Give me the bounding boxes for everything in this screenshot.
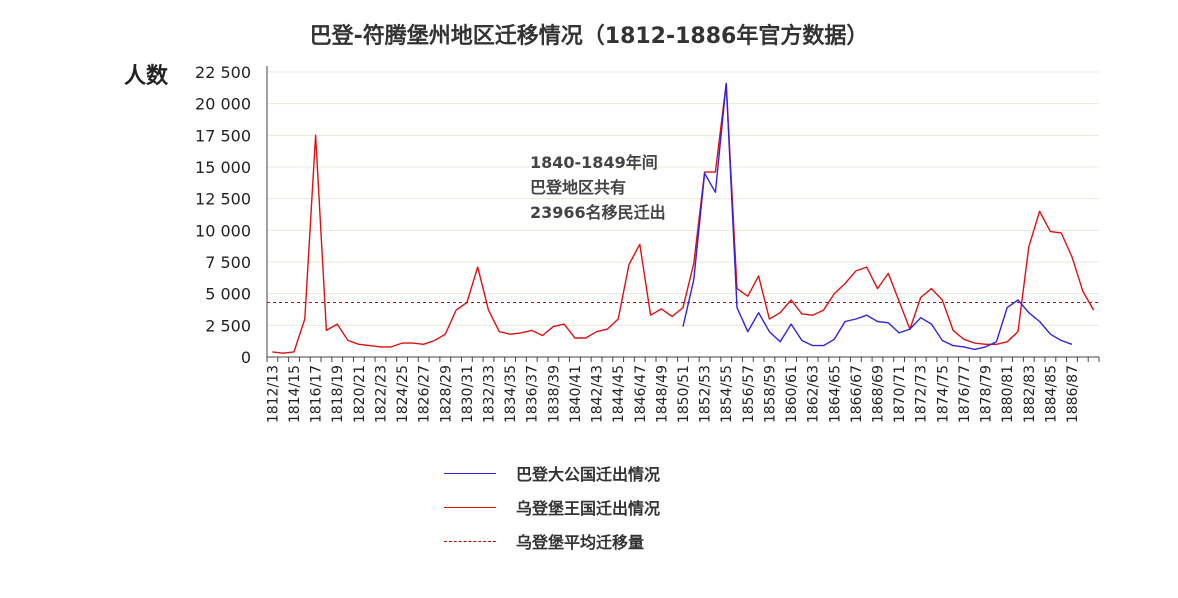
legend-item-baden: 巴登大公国迁出情况	[444, 456, 660, 490]
x-tick-label: 1828/29	[438, 365, 454, 423]
x-tick-label: 1860/61	[784, 365, 800, 423]
annotation-line-2: 巴登地区共有	[530, 178, 627, 197]
y-tick-label: 22 500	[195, 63, 251, 82]
x-tick-label: 1824/25	[395, 365, 411, 423]
annotation-line-3: 23966名移民迁出	[530, 203, 666, 222]
x-tick-label: 1880/81	[1000, 365, 1016, 423]
y-tick-label: 12 500	[195, 190, 251, 209]
x-tick-label: 1884/85	[1043, 365, 1059, 423]
x-tick-label: 1834/35	[503, 365, 519, 423]
x-tick-label: 1822/23	[373, 365, 389, 423]
legend-swatch-average	[444, 540, 496, 542]
annotation: 1840-1849年间 巴登地区共有 23966名移民迁出	[530, 150, 666, 225]
x-tick-label: 1814/15	[287, 365, 303, 423]
y-tick-label: 20 000	[195, 95, 251, 114]
x-tick-label: 1858/59	[762, 365, 778, 423]
x-tick-label: 1848/49	[654, 365, 670, 423]
legend-item-average: 乌登堡平均迁移量	[444, 524, 660, 558]
chart-title: 巴登-符腾堡州地区迁移情况（1812-1886年官方数据）	[309, 24, 869, 49]
y-tick-label: 7 500	[205, 253, 251, 272]
x-tick-label: 1830/31	[460, 365, 476, 423]
x-tick-label: 1874/75	[935, 365, 951, 423]
x-tick-label: 1870/71	[892, 365, 908, 423]
x-tick-label: 1812/13	[265, 365, 281, 423]
legend-swatch-baden	[444, 472, 496, 474]
x-tick-label: 1882/83	[1022, 365, 1038, 423]
x-tick-label: 1862/63	[806, 365, 822, 423]
y-axis-label: 人数	[124, 64, 169, 89]
y-tick-label: 2 500	[205, 316, 251, 335]
y-tick-label: 17 500	[195, 126, 251, 145]
y-tick-label: 0	[241, 348, 251, 367]
x-tick-label: 1872/73	[914, 365, 930, 423]
x-tick-label: 1866/67	[849, 365, 865, 423]
x-tick-label: 1886/87	[1065, 365, 1081, 423]
x-tick-label: 1836/37	[525, 365, 541, 423]
x-tick-label: 1826/27	[417, 365, 433, 423]
y-tick-label: 5 000	[205, 285, 251, 304]
x-tick-label: 1846/47	[633, 365, 649, 423]
x-tick-label: 1820/21	[352, 365, 368, 423]
series-line-1	[272, 82, 1095, 354]
y-tick-label: 15 000	[195, 158, 251, 177]
x-tick-label: 1818/19	[330, 365, 346, 423]
x-tick-label: 1864/65	[827, 365, 843, 423]
legend-swatch-wurttemberg	[444, 506, 496, 508]
legend: 巴登大公国迁出情况 乌登堡王国迁出情况 乌登堡平均迁移量	[444, 456, 660, 558]
x-tick-label: 1840/41	[568, 365, 584, 423]
x-tick-label: 1878/79	[979, 365, 995, 423]
series-line-0	[682, 82, 1073, 351]
legend-label-baden: 巴登大公国迁出情况	[516, 465, 661, 484]
x-tick-label: 1838/39	[546, 365, 562, 423]
x-tick-label: 1854/55	[719, 365, 735, 423]
x-tick-label: 1868/69	[870, 365, 886, 423]
x-tick-label: 1844/45	[611, 365, 627, 423]
x-tick-label: 1856/57	[741, 365, 757, 423]
annotation-line-1: 1840-1849年间	[530, 153, 658, 172]
legend-label-wurttemberg: 乌登堡王国迁出情况	[516, 499, 661, 518]
x-tick-label: 1842/43	[590, 365, 606, 423]
x-tick-label: 1850/51	[676, 365, 692, 423]
y-tick-label: 10 000	[195, 221, 251, 240]
x-tick-label: 1832/33	[482, 365, 498, 423]
legend-label-average: 乌登堡平均迁移量	[516, 533, 645, 552]
x-tick-label: 1852/53	[698, 365, 714, 423]
x-tick-label: 1876/77	[957, 365, 973, 423]
legend-item-wurttemberg: 乌登堡王国迁出情况	[444, 490, 660, 524]
x-tick-label: 1816/17	[309, 365, 325, 423]
